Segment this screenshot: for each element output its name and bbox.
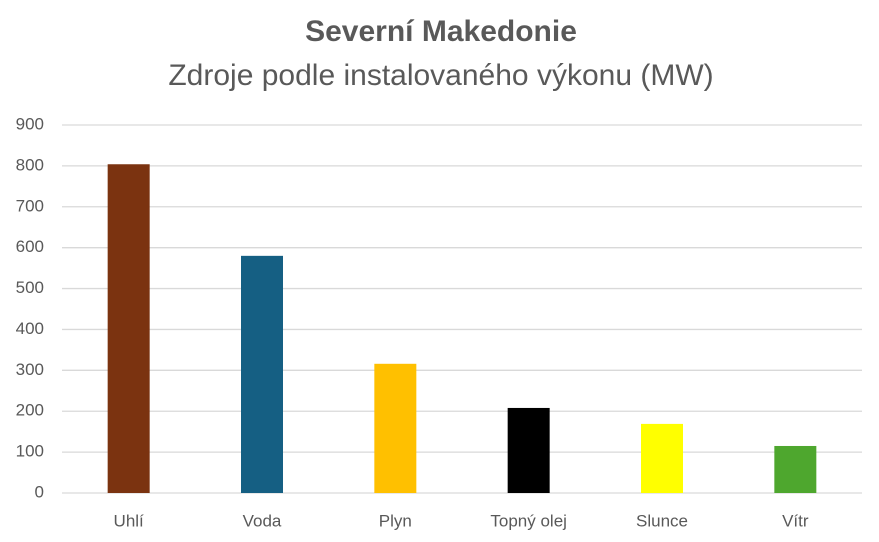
y-tick-label: 800	[16, 155, 44, 174]
bar	[241, 255, 283, 493]
y-tick-label: 500	[16, 278, 44, 297]
x-tick-label: Topný olej	[490, 511, 567, 530]
x-tick-label: Plyn	[379, 511, 412, 530]
chart-title: Severní Makedonie	[305, 15, 577, 48]
x-tick-label: Uhlí	[114, 511, 145, 530]
bar	[641, 423, 683, 493]
chart-subtitle: Zdroje podle instalovaného výkonu (MW)	[168, 59, 713, 92]
bar	[507, 407, 550, 493]
y-tick-label: 900	[16, 114, 44, 133]
y-tick-label: 200	[16, 401, 44, 420]
x-tick-label: Slunce	[636, 511, 688, 530]
y-tick-label: 600	[16, 237, 44, 256]
x-tick-label: Voda	[243, 511, 282, 530]
y-tick-label: 100	[16, 442, 44, 461]
bar	[107, 164, 150, 493]
y-tick-label: 700	[16, 196, 44, 215]
y-tick-label: 0	[35, 482, 44, 501]
x-tick-label: Vítr	[782, 511, 809, 530]
y-tick-label: 300	[16, 360, 44, 379]
y-tick-label: 400	[16, 319, 44, 338]
bar	[374, 363, 417, 493]
bar	[774, 445, 817, 493]
